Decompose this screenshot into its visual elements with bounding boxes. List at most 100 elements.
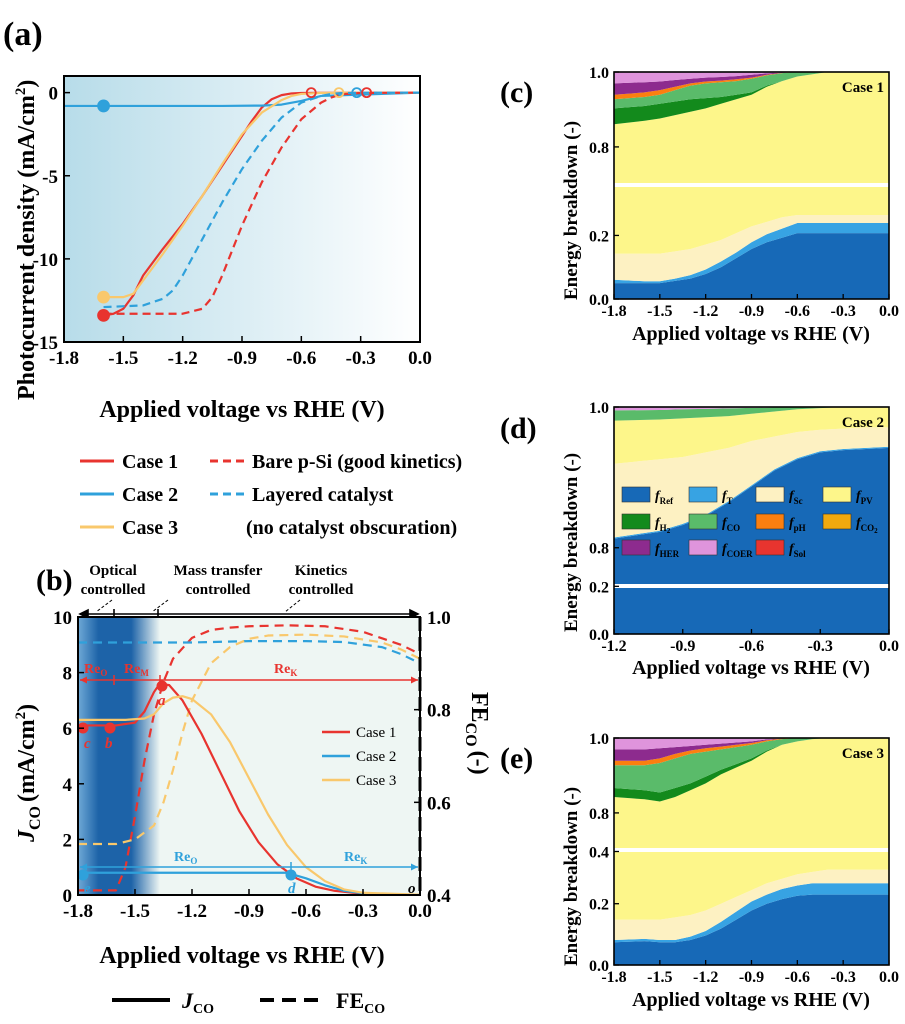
panel-b-j-case-3 [78,695,420,895]
panel-b-y2tick-label: 0.8 [427,701,451,722]
legend-feco-label: FECO [336,988,385,1017]
legend-label-f-t: fT [722,489,733,506]
d-xtick-label: 0.0 [879,638,899,655]
panel-a-ytick-label: -15 [33,333,58,354]
panel-a-xtick-label: -1.5 [108,348,138,369]
c-ytick-label: 0.2 [589,228,609,245]
legend-swatch-f-sc [755,486,785,503]
c-area-f-h2 [614,72,889,125]
point-e-label: e [84,881,91,897]
e-ytick-label: 0.2 [589,897,609,914]
pointer-kinetics [284,599,301,613]
c-xtick-label: -0.6 [785,303,810,320]
panel-a-xtick-label: -1.2 [168,348,198,369]
panel-b: (b) Optical controlled Mass transfer con… [13,563,492,969]
c-xtick-label: -1.8 [601,303,626,320]
e-xtick-label: -0.6 [785,969,810,986]
e-area-f-sc [614,869,889,941]
legend-label-f-co2: fCO2 [856,516,878,535]
e-xtick-label: -0.9 [739,969,764,986]
legend-swatch-f-ref [621,486,651,503]
panel-d-label: (d) [500,412,537,445]
e-ytick-label: 0.4 [589,845,609,862]
d-area-f-sc [614,427,889,538]
panel-a-xtick-label: -1.8 [49,348,79,369]
legend-label-f-her: fHER [655,542,680,559]
panel-b-fe-case-1 [78,624,420,892]
legend-label-f-ref: fRef [655,489,674,506]
panel-b-xtick-label: -1.5 [120,901,150,922]
legend-label-f-sol: fSol [789,542,806,559]
panel-a-marker-1 [97,290,110,304]
legend-swatch-f-h2 [621,513,651,530]
legend-label-f-pv: fPV [856,489,873,506]
e-xtick-label: -1.5 [647,969,672,986]
panel-b-y2tick-label: 0.4 [427,886,451,907]
panel-d-y-ticks: 0.0 0.2 0.8 1.0 [589,400,619,644]
panel-a-markers [97,87,373,322]
panel-c-xlabel: Applied voltage vs RHE (V) [632,323,870,345]
legend-a: Case 1 Case 2 Case 3 Bare p-Si (good kin… [80,451,462,539]
legend-bare-label: Bare p-Si (good kinetics) [252,451,462,473]
c-ytick-label: 0.0 [589,292,609,309]
legend-b: Case 1 Case 2 Case 3 [322,725,396,789]
panel-b-y2tick-label: 1.0 [427,608,451,629]
legend-b-bottom: JCO FECO [112,988,385,1017]
panel-d-xlabel: Applied voltage vs RHE (V) [632,657,870,679]
panel-e-y-ticks: 0.0 0.2 0.4 0.8 1.0 [589,731,619,975]
c-xtick-label: -0.9 [739,303,764,320]
c-area-f-t [614,222,889,284]
panel-c: (c) Case 1 -1.8 -1.5 -1.2 -0.9 -0.6 -0.3 0.0 0… [500,65,899,345]
legend-noobs-label: (no catalyst obscuration) [246,517,457,539]
regime-mass-1: Mass transfer [174,563,263,579]
panel-d: (d) Case 2 fRef fT fSc fPV fH2 fCO fpH fCO2 fHER… [500,400,899,679]
panel-b-ytick-label: 8 [63,664,73,685]
panel-e-title: Case 3 [842,746,884,762]
panel-c-label: (c) [500,76,533,109]
d-xtick-label: -0.9 [670,638,695,655]
e-area-f-h2 [614,738,889,802]
panel-b-y2label: FECO(-) [462,692,492,775]
legend-swatch-f-t [688,486,718,503]
panel-c-ylabel: Energy breakdown (-) [561,121,582,300]
d-area-f-coer [614,407,889,411]
panel-a-xtick-label: -0.6 [286,348,316,369]
panel-b-xtick-label: 0.0 [408,901,432,922]
re-o-blue-label: ReO [174,850,197,866]
e-xtick-label: -0.3 [831,969,856,986]
panel-b-xtick-label: -1.2 [177,901,207,922]
re-k-blue-label: ReK [344,850,367,866]
e-area-f-ref [614,894,889,965]
point-e-marker [77,869,89,881]
panel-a-ylabel: Photocurrent density (mA/cm2) [13,80,40,400]
panel-e-label: (e) [500,742,533,775]
panel-b-xtick-label: -0.3 [348,901,378,922]
panel-a-marker-0 [97,99,110,113]
c-area-f-ph [614,72,889,100]
panel-a-xlabel: Applied voltage vs RHE (V) [99,397,384,423]
legend-swatch-f-ph [755,513,785,530]
panel-c-x-ticks: -1.8 -1.5 -1.2 -0.9 -0.6 -0.3 0.0 [601,294,899,320]
d-ytick-label: 0.0 [589,627,609,644]
c-xtick-label: 0.0 [879,303,899,320]
panel-b-xtick-label: -1.8 [63,901,93,922]
point-d-label: d [288,881,296,897]
panel-b-fe-case-3 [78,633,420,846]
point-b-marker [104,722,116,734]
panel-b-optical-shade [78,617,160,895]
d-xtick-label: -0.3 [808,638,833,655]
c-area-f-coer [614,72,889,84]
panel-d-legend: fRef fT fSc fPV fH2 fCO fpH fCO2 fHER fCOER fSol [621,486,878,559]
c-area-f-co [614,72,889,109]
panel-e-areas [614,738,889,965]
pointer-optical [95,599,113,613]
panel-e-ylabel: Energy breakdown (-) [561,787,582,966]
c-area-f-sc [614,215,889,282]
regime-kinetics-1: Kinetics [295,563,348,579]
e-area-f-ph [614,738,889,766]
panel-b-ytick-label: 2 [63,830,73,851]
e-area-f-co [614,738,889,793]
panel-a-line-layered-catalyst [103,91,420,309]
panel-a-series [64,91,420,317]
